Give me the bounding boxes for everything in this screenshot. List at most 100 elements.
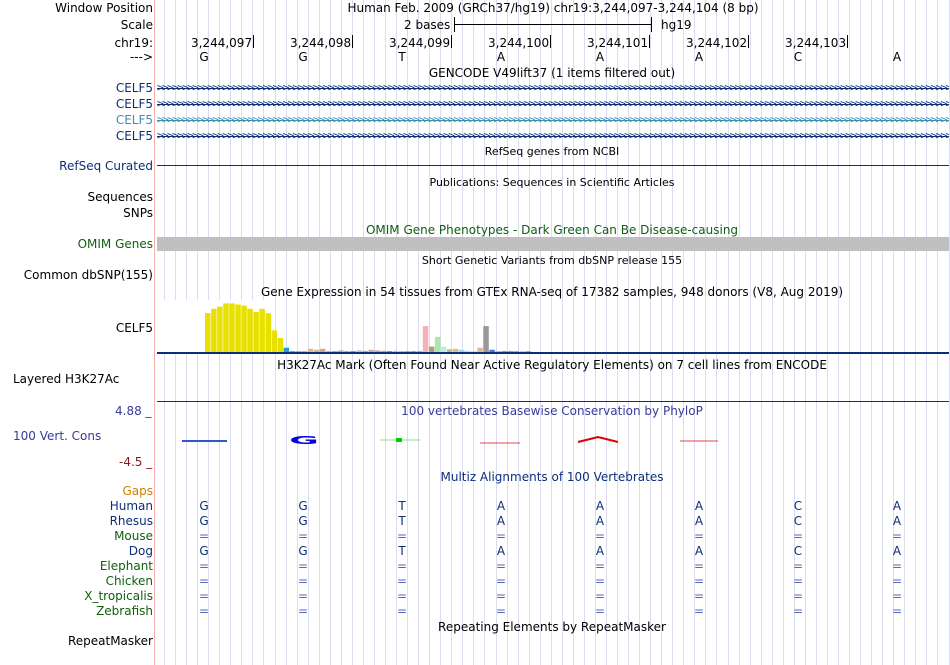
ruler-base: A — [496, 50, 506, 64]
cons-max-label: 4.88 _ — [115, 404, 152, 418]
multiz-species-label[interactable]: Zebrafish — [96, 604, 153, 618]
multiz-base: G — [298, 544, 308, 558]
multiz-species-label[interactable]: Human — [109, 499, 153, 513]
multiz-base: = — [693, 574, 705, 588]
multiz-base: C — [793, 499, 803, 513]
ruler-base: A — [892, 50, 902, 64]
repeatmasker-label[interactable]: RepeatMasker — [67, 634, 153, 648]
multiz-base: = — [495, 589, 507, 603]
gencode-track-label[interactable]: CELF5 — [115, 129, 153, 143]
gtex-tissue-bar[interactable] — [422, 326, 429, 352]
multiz-base: T — [398, 544, 406, 558]
multiz-base: = — [396, 574, 408, 588]
multiz-base: = — [297, 559, 309, 573]
ruler-tick-mark — [253, 35, 254, 48]
multiz-title: Multiz Alignments of 100 Vertebrates — [440, 470, 664, 484]
multiz-base: = — [396, 529, 408, 543]
multiz-base: G — [199, 499, 209, 513]
multiz-base: = — [198, 574, 210, 588]
ruler-tick-mark — [550, 35, 551, 48]
scale-bar-left-tick — [454, 17, 455, 32]
gridline — [937, 0, 938, 665]
window-position-label: Window Position — [55, 1, 153, 15]
publications-title: Publications: Sequences in Scientific Ar… — [429, 176, 675, 189]
multiz-base: T — [398, 514, 406, 528]
multiz-base: = — [693, 604, 705, 618]
multiz-base: G — [199, 544, 209, 558]
gtex-label[interactable]: CELF5 — [115, 321, 153, 335]
multiz-species-label[interactable]: Dog — [128, 544, 153, 558]
multiz-base: = — [891, 589, 903, 603]
multiz-base: A — [892, 499, 902, 513]
multiz-base: = — [594, 604, 606, 618]
multiz-species-label[interactable]: Mouse — [114, 529, 153, 543]
multiz-base: A — [496, 544, 506, 558]
dbsnp-label[interactable]: Common dbSNP(155) — [23, 268, 153, 282]
gridline — [915, 0, 916, 665]
gridline — [584, 0, 585, 665]
omim-label[interactable]: OMIM Genes — [77, 237, 153, 251]
multiz-species-label[interactable]: Rhesus — [109, 514, 153, 528]
gridline — [617, 0, 618, 665]
gridline — [728, 0, 729, 665]
gridline — [694, 0, 695, 665]
sequences-label[interactable]: Sequences — [87, 190, 153, 204]
multiz-species-label[interactable]: X_tropicalis — [84, 589, 153, 603]
gridline — [286, 0, 287, 665]
gridline — [308, 0, 309, 665]
gridline — [761, 0, 762, 665]
multiz-base: = — [495, 559, 507, 573]
multiz-base: A — [694, 514, 704, 528]
omim-gene-bar[interactable] — [157, 237, 949, 251]
gridline — [683, 0, 684, 665]
multiz-base: = — [396, 604, 408, 618]
multiz-base: C — [793, 544, 803, 558]
gridline — [926, 0, 927, 665]
refseq-label[interactable]: RefSeq Curated — [59, 159, 153, 173]
gencode-transcript-3[interactable]: >>>>>>>>>>>>>>>>>>>>>>>>>>>>>>>>>>>>>>>>… — [157, 114, 949, 126]
assembly-label: hg19 — [661, 18, 692, 32]
multiz-species-label[interactable]: Chicken — [105, 574, 153, 588]
gridline — [407, 0, 408, 665]
h3k27ac-label[interactable]: Layered H3K27Ac — [13, 372, 120, 386]
gridline — [385, 0, 386, 665]
gencode-track-label[interactable]: CELF5 — [115, 81, 153, 95]
multiz-base: G — [298, 499, 308, 513]
multiz-base: G — [199, 514, 209, 528]
gencode-transcript-4[interactable]: >>>>>>>>>>>>>>>>>>>>>>>>>>>>>>>>>>>>>>>>… — [157, 130, 949, 142]
ruler-tick-label: 3,244,102 — [686, 36, 748, 50]
gridline — [507, 0, 508, 665]
multiz-base: = — [891, 574, 903, 588]
gencode-track-label[interactable]: CELF5 — [115, 113, 153, 127]
strand-label: ---> — [129, 50, 153, 64]
multiz-base: = — [891, 604, 903, 618]
gencode-track-label[interactable]: CELF5 — [115, 97, 153, 111]
window-position-text[interactable]: Human Feb. 2009 (GRCh37/hg19) chr19:3,24… — [347, 1, 759, 15]
gridline — [440, 0, 441, 665]
multiz-base: = — [297, 589, 309, 603]
snps-label[interactable]: SNPs — [123, 206, 153, 220]
ruler-tick-mark — [451, 35, 452, 48]
cons-label[interactable]: 100 Vert. Cons — [13, 429, 102, 443]
multiz-base: = — [198, 589, 210, 603]
gridline — [363, 0, 364, 665]
gtex-tissue-bar[interactable] — [277, 338, 284, 352]
gridline — [882, 0, 883, 665]
dbsnp-title: Short Genetic Variants from dbSNP releas… — [421, 254, 683, 267]
refseq-line[interactable] — [157, 165, 949, 166]
gencode-transcript-1[interactable]: >>>>>>>>>>>>>>>>>>>>>>>>>>>>>>>>>>>>>>>>… — [157, 82, 949, 94]
gridline — [396, 0, 397, 665]
multiz-base: A — [496, 499, 506, 513]
multiz-base: A — [595, 544, 605, 558]
multiz-species-label[interactable]: Elephant — [99, 559, 153, 573]
multiz-base: A — [496, 514, 506, 528]
multiz-base: = — [396, 559, 408, 573]
gridline — [473, 0, 474, 665]
gencode-transcript-2[interactable]: >>>>>>>>>>>>>>>>>>>>>>>>>>>>>>>>>>>>>>>>… — [157, 98, 949, 110]
gridline — [418, 0, 419, 665]
gridline — [330, 0, 331, 665]
multiz-base: = — [297, 529, 309, 543]
cons-glyph-g: G — [289, 434, 319, 446]
gridline — [816, 0, 817, 665]
multiz-base: A — [595, 514, 605, 528]
